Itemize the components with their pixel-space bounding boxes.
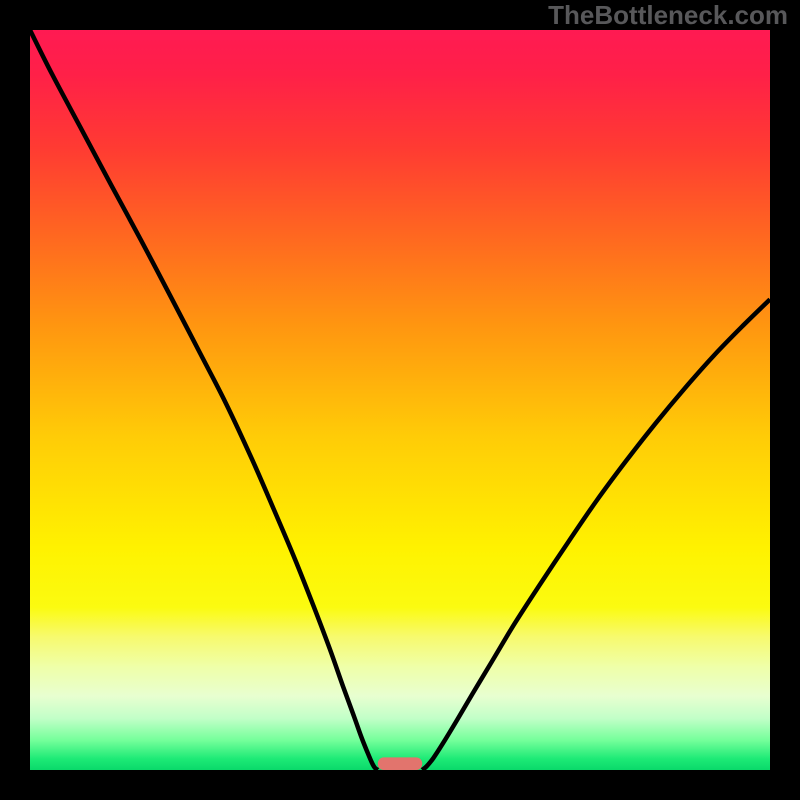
chart-background bbox=[30, 30, 770, 770]
bottleneck-marker bbox=[378, 757, 422, 770]
chart-frame: TheBottleneck.com bbox=[0, 0, 800, 800]
watermark-text: TheBottleneck.com bbox=[548, 0, 788, 31]
bottleneck-chart bbox=[30, 30, 770, 770]
